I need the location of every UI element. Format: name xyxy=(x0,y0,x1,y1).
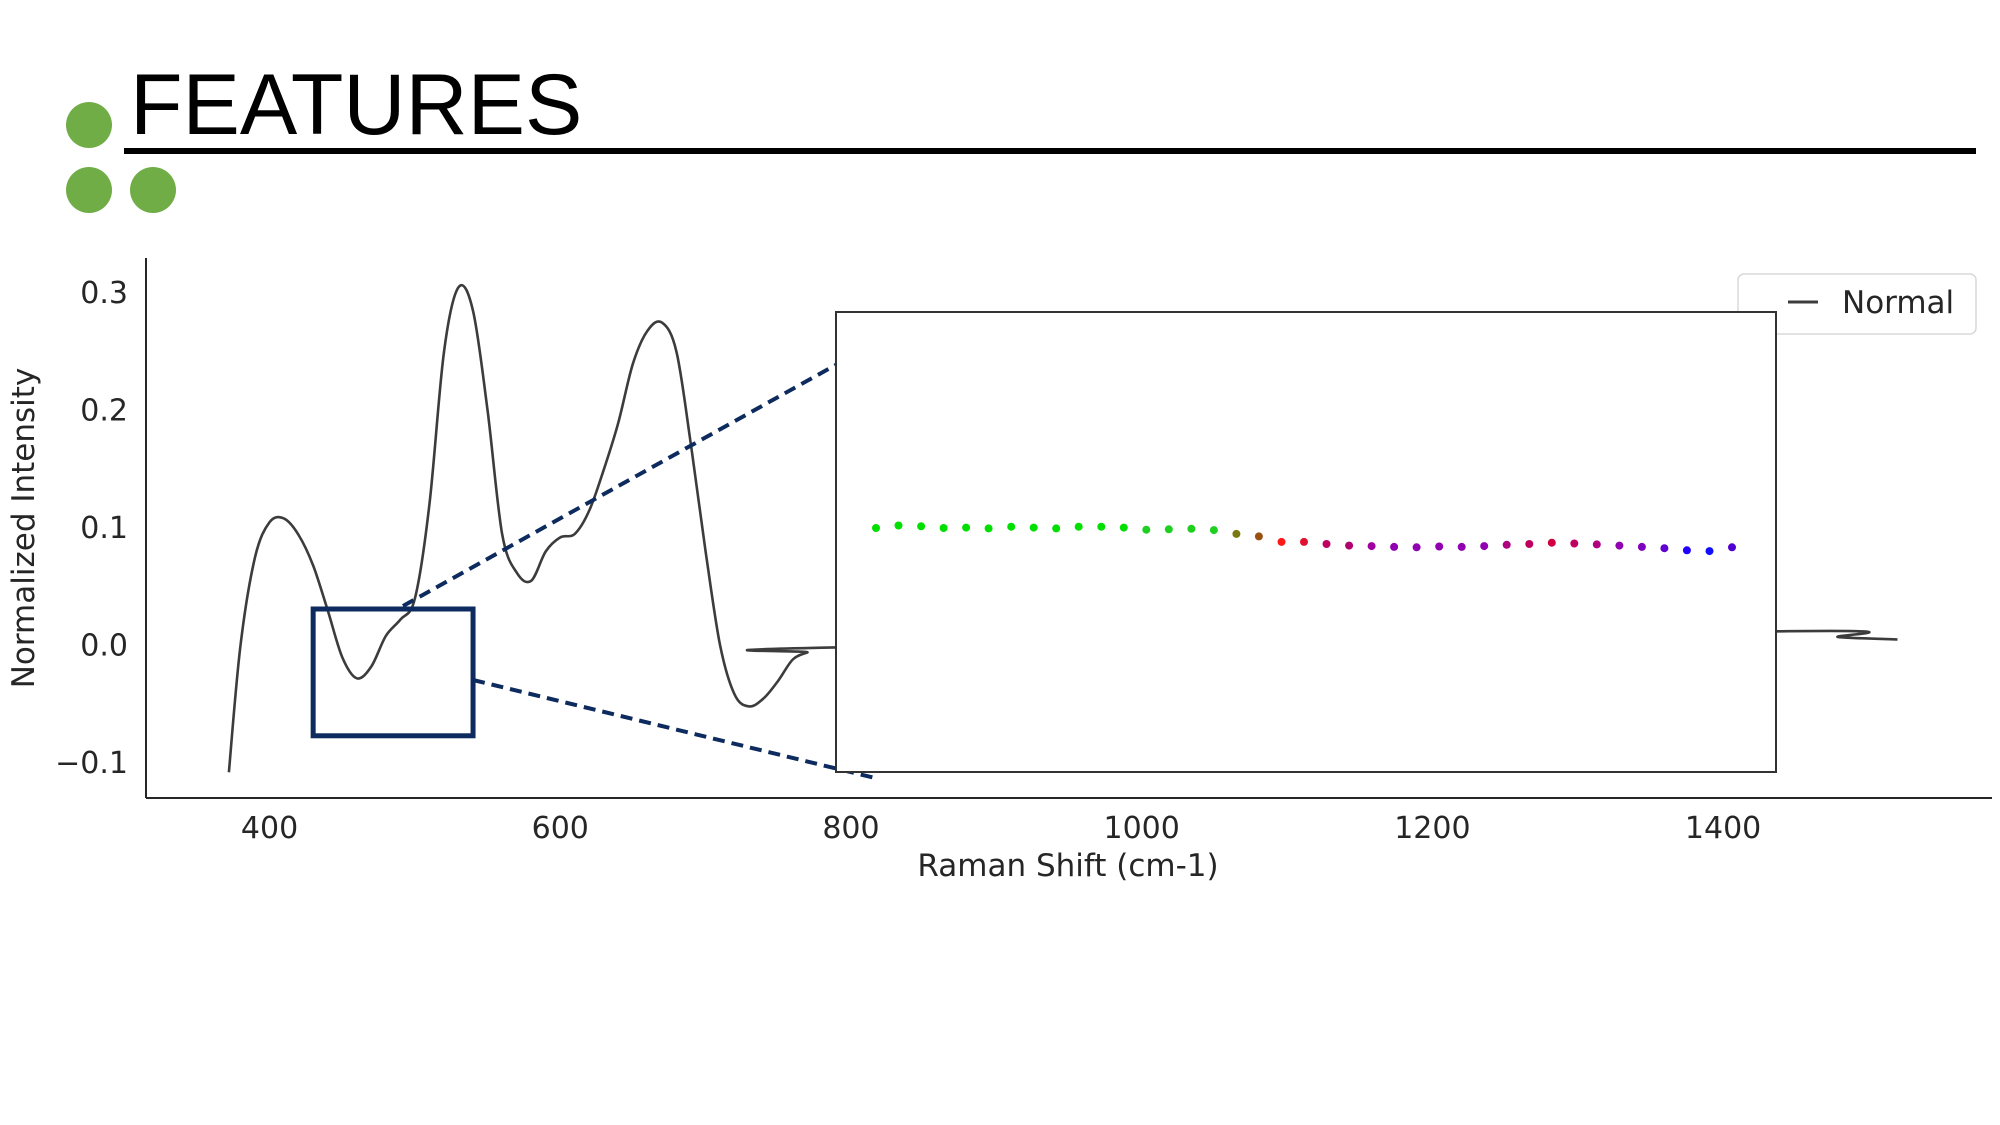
inset-point xyxy=(1502,540,1511,549)
y-axis-title: Normalized Intensity xyxy=(6,368,42,689)
inset-point xyxy=(1300,537,1308,546)
y-tick-label: −0.1 xyxy=(55,746,128,781)
inset-point xyxy=(1705,547,1714,556)
inset-point xyxy=(1480,542,1489,551)
x-axis-title: Raman Shift (cm-1) xyxy=(917,848,1218,884)
inset-point xyxy=(1254,532,1263,541)
inset-point xyxy=(1412,543,1421,552)
legend: Normal xyxy=(1737,273,1977,335)
inset-point xyxy=(1547,538,1556,547)
inset-point xyxy=(1052,524,1061,533)
y-tick-label: 0.1 xyxy=(80,511,128,546)
series-layer xyxy=(227,283,1898,773)
inset-point xyxy=(1660,544,1669,553)
inset-point xyxy=(1007,522,1016,531)
bullet-dot-top xyxy=(66,102,112,148)
inset-point xyxy=(1728,543,1736,552)
inset-point xyxy=(1592,540,1601,549)
y-tick-label: 0.0 xyxy=(80,628,128,663)
inset-point xyxy=(1119,523,1128,532)
inset-point xyxy=(872,524,880,532)
inset-point xyxy=(1615,541,1624,550)
zoom-highlight-box xyxy=(310,606,476,739)
chart-axes xyxy=(145,258,1992,799)
inset-point xyxy=(939,524,948,532)
inset-point xyxy=(1322,540,1331,548)
inset-point xyxy=(1345,541,1354,550)
x-tick-label: 1400 xyxy=(1685,811,1761,846)
x-tick-label: 1000 xyxy=(1103,811,1179,846)
inset-point xyxy=(1142,525,1151,534)
inset-point xyxy=(1637,542,1646,551)
inset-point xyxy=(1029,523,1038,532)
y-tick-label: 0.2 xyxy=(80,394,128,429)
inset-point xyxy=(1074,522,1083,531)
inset-point xyxy=(894,521,903,530)
x-tick-label: 1200 xyxy=(1394,811,1470,846)
inset-point xyxy=(1187,524,1196,533)
inset-point xyxy=(1390,542,1399,551)
inset-point xyxy=(1209,526,1218,535)
inset-point xyxy=(1164,525,1173,534)
bullet-dot-bottom-left xyxy=(66,167,112,213)
zoom-annotation xyxy=(310,311,1777,780)
y-tick-labels: −0.1 0.0 0.1 0.2 0.3 xyxy=(55,276,128,781)
zoom-connector-top xyxy=(402,331,894,608)
legend-box xyxy=(1737,273,1977,335)
x-tick-label: 800 xyxy=(822,811,879,846)
inset-point xyxy=(1232,529,1241,538)
zoom-connector-bottom xyxy=(472,678,876,780)
inset-point xyxy=(984,524,993,533)
inset-point xyxy=(1277,537,1286,546)
slide-title: FEATURES xyxy=(130,57,583,153)
inset-point xyxy=(1457,542,1466,551)
inset-points xyxy=(872,521,1736,556)
inset-point xyxy=(1570,539,1579,548)
x-tick-label: 600 xyxy=(532,811,589,846)
legend-label-normal: Normal xyxy=(1842,285,1954,321)
inset-point xyxy=(1682,546,1691,555)
inset-point xyxy=(1367,542,1376,551)
x-tick-labels: 400 600 800 1000 1200 1400 xyxy=(241,811,1761,846)
series-line-normal xyxy=(227,283,1898,773)
inset-point xyxy=(1097,522,1106,531)
inset-point xyxy=(1435,542,1444,551)
y-tick-label: 0.3 xyxy=(80,276,128,311)
title-underline xyxy=(124,148,1976,154)
inset-point xyxy=(962,523,971,532)
x-tick-label: 400 xyxy=(241,811,298,846)
inset-point xyxy=(1525,540,1534,548)
bullet-dot-bottom-right xyxy=(130,167,176,213)
inset-point xyxy=(917,522,926,531)
